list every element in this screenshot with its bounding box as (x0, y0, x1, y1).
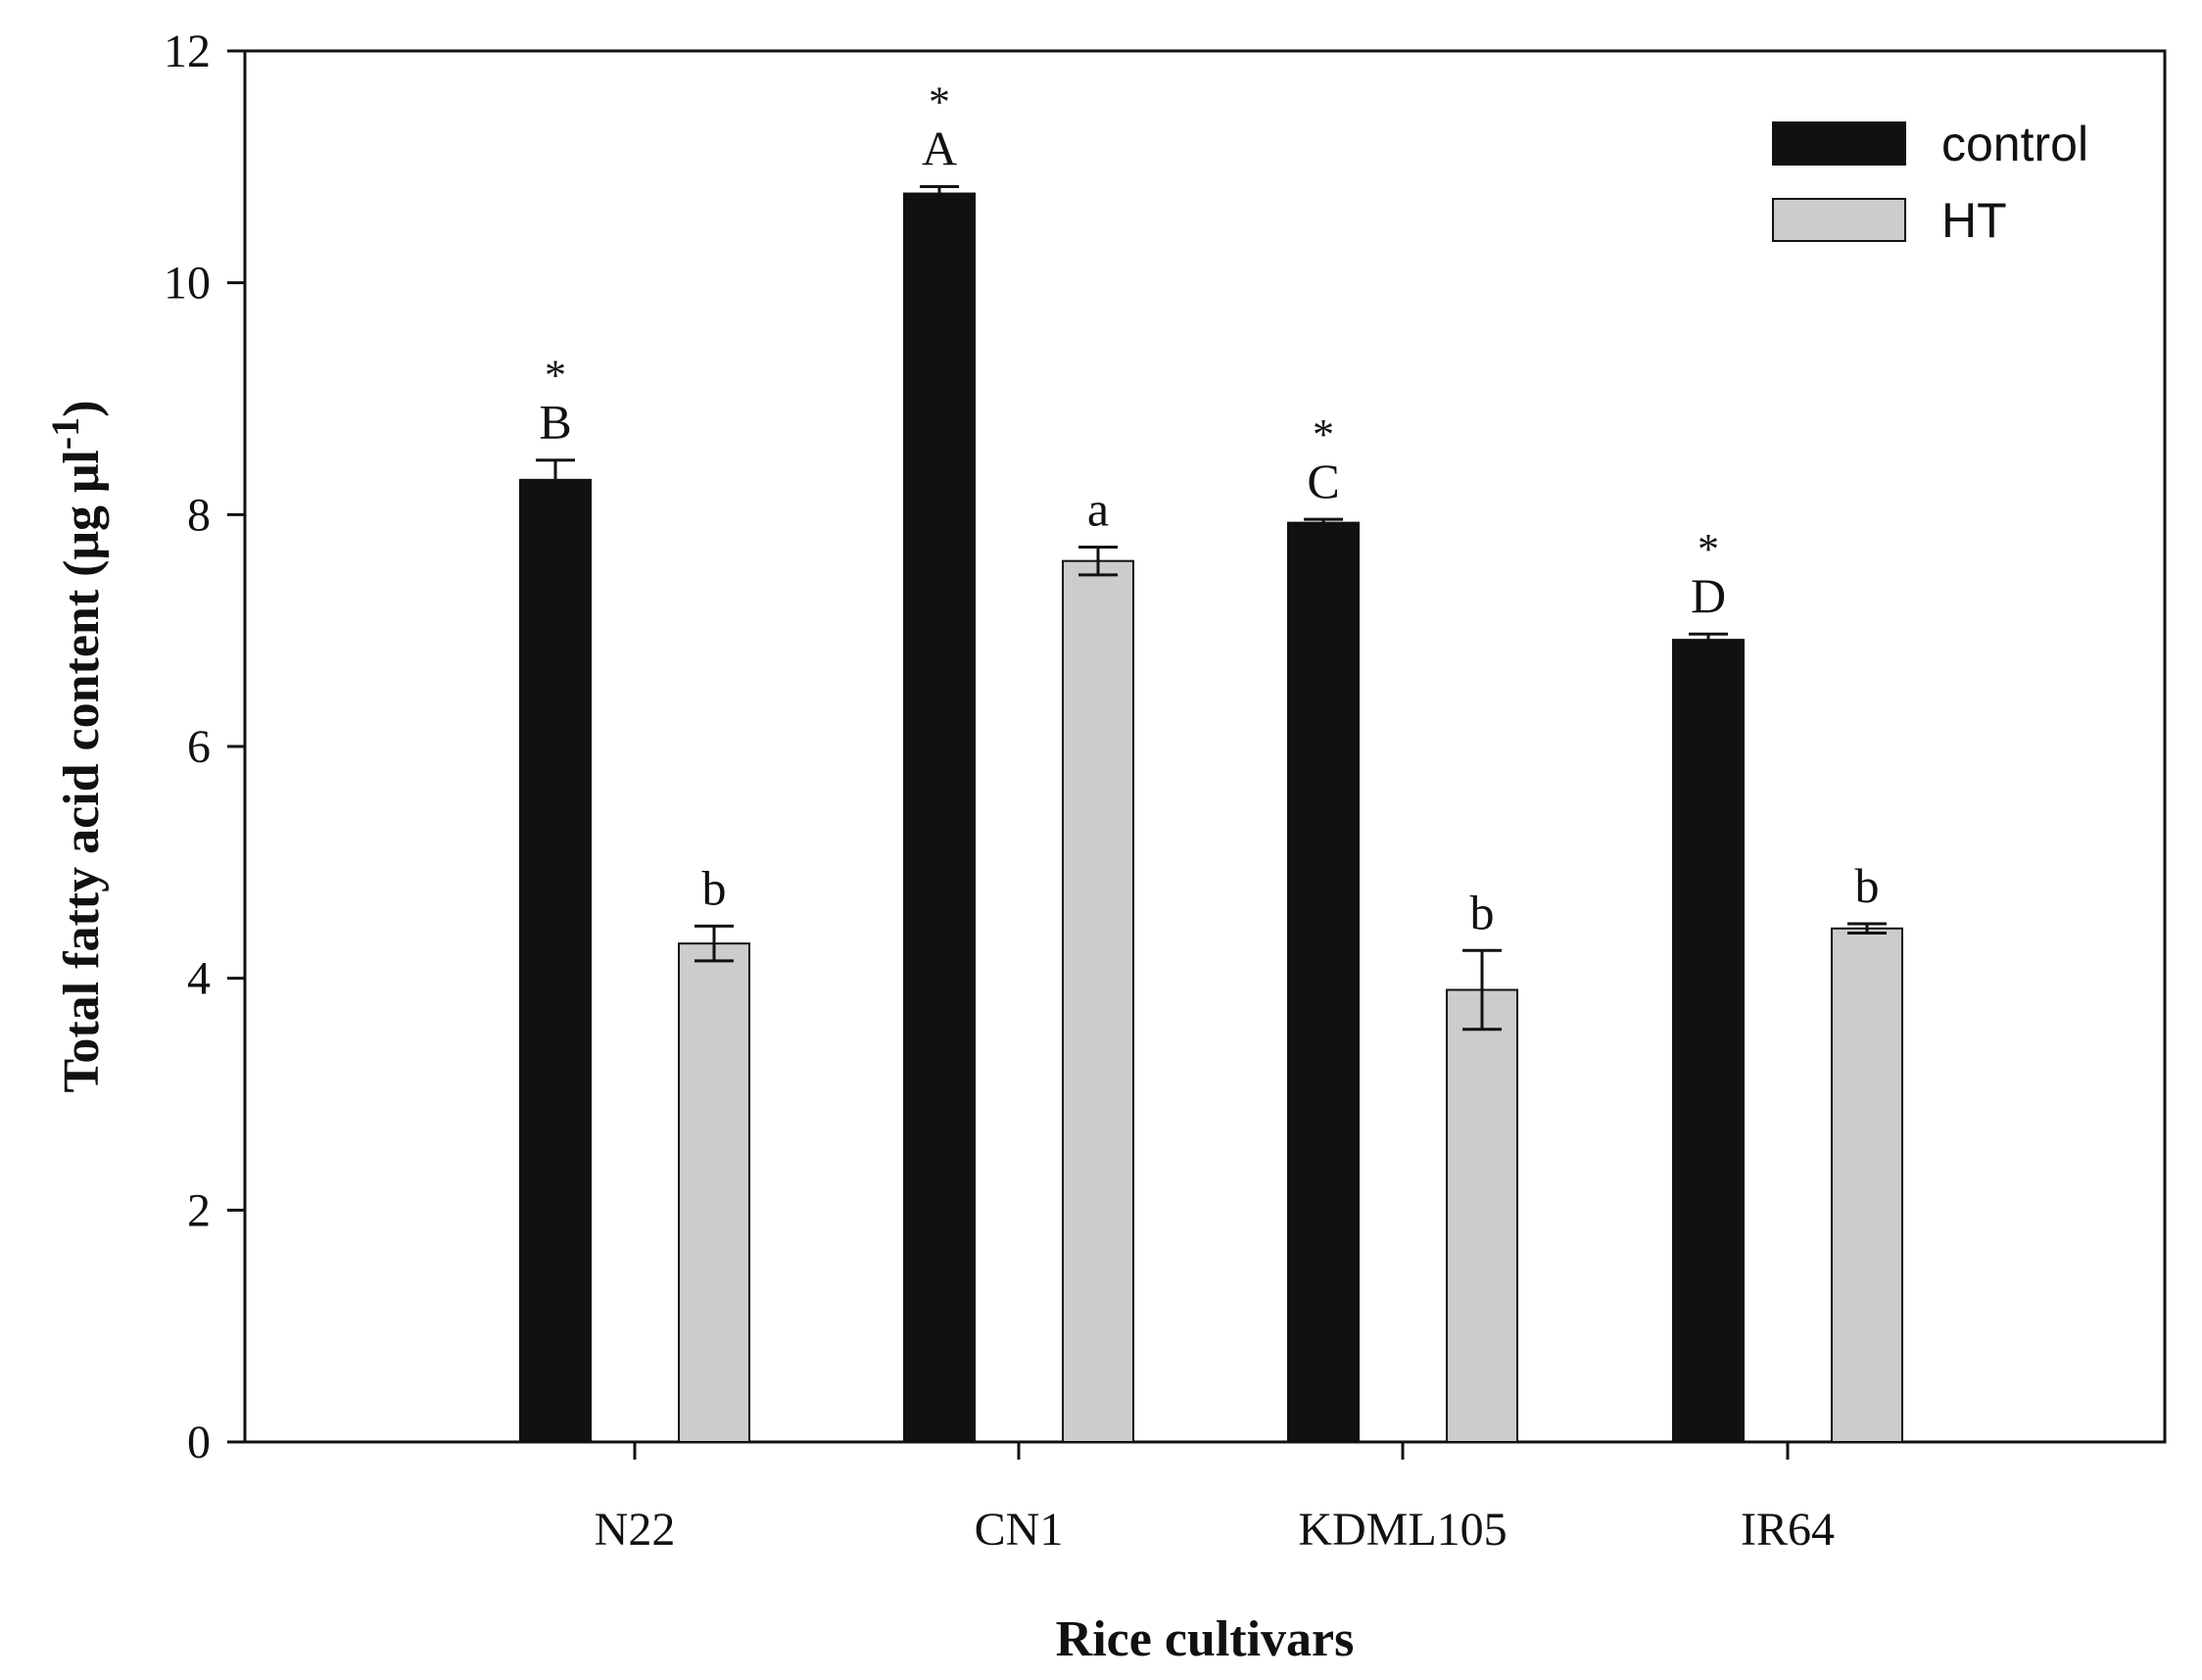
annotations-group: B*bA*aC*bD*b (539, 77, 1879, 939)
error-bar-ht-n22 (694, 924, 734, 963)
y-tick-label-4: 8 (187, 489, 211, 541)
y-axis: 0 2 4 6 8 10 12 (164, 25, 245, 1468)
legend-label-control: control (1941, 117, 2088, 171)
letter-ht-ir64: b (1855, 858, 1880, 913)
letter-control-cn1: A (922, 120, 957, 175)
bar-ht-n22 (678, 942, 750, 1444)
x-tick-label-cn1: CN1 (975, 1504, 1064, 1556)
bars-group (519, 184, 1903, 1444)
y-tick-label-6: 12 (164, 25, 211, 77)
x-axis: N22 CN1 KDML105 IR64 (595, 1442, 1835, 1556)
error-bar-ht-cn1 (1078, 545, 1118, 577)
y-tick-label-5: 10 (164, 258, 211, 310)
y-axis-title: Total fatty acid content (μg μl-1) (43, 400, 110, 1092)
error-bar-ht-ir64 (1847, 922, 1887, 936)
letter-control-n22: B (539, 395, 571, 450)
letter-ht-n22: b (702, 860, 727, 915)
bar-control-cn1 (903, 192, 976, 1443)
y-axis-title-close: ) (54, 400, 110, 416)
x-tick-label-n22: N22 (595, 1504, 676, 1556)
letter-control-ir64: D (1691, 568, 1726, 623)
letter-ht-cn1: a (1087, 481, 1109, 536)
legend: control HT (1772, 117, 2088, 248)
x-tick-label-kdml105: KDML105 (1298, 1504, 1507, 1556)
error-bar-ht-kdml105 (1462, 948, 1502, 1032)
y-tick-label-2: 4 (187, 953, 211, 1005)
legend-swatch-ht (1772, 198, 1906, 242)
y-tick-label-1: 2 (187, 1184, 211, 1236)
error-bar-control-kdml105 (1304, 517, 1343, 528)
x-tick-label-ir64: IR64 (1741, 1504, 1835, 1556)
bar-ht-kdml105 (1446, 988, 1518, 1443)
y-axis-title-main: Total fatty acid content (μg μl (54, 450, 110, 1092)
y-tick-label-3: 6 (187, 721, 211, 773)
legend-label-ht: HT (1941, 193, 2007, 248)
star-control-ir64: * (1698, 525, 1719, 573)
star-control-kdml105: * (1313, 410, 1334, 458)
bar-ht-cn1 (1062, 559, 1134, 1443)
star-control-n22: * (545, 352, 566, 400)
star-control-cn1: * (929, 77, 950, 125)
legend-swatch-control (1772, 121, 1906, 166)
y-tick-label-0: 0 (187, 1416, 211, 1468)
x-axis-title: Rice cultivars (1056, 1611, 1355, 1667)
letter-control-kdml105: C (1307, 454, 1339, 508)
error-bar-control-cn1 (920, 184, 959, 203)
bar-control-n22 (519, 478, 592, 1444)
bar-ht-ir64 (1831, 927, 1903, 1443)
bar-control-ir64 (1672, 639, 1745, 1443)
letter-ht-kdml105: b (1470, 885, 1495, 939)
error-bar-control-n22 (536, 458, 575, 502)
bar-control-kdml105 (1287, 521, 1360, 1443)
y-axis-title-superscript: -1 (43, 417, 87, 450)
error-bar-control-ir64 (1689, 632, 1728, 648)
